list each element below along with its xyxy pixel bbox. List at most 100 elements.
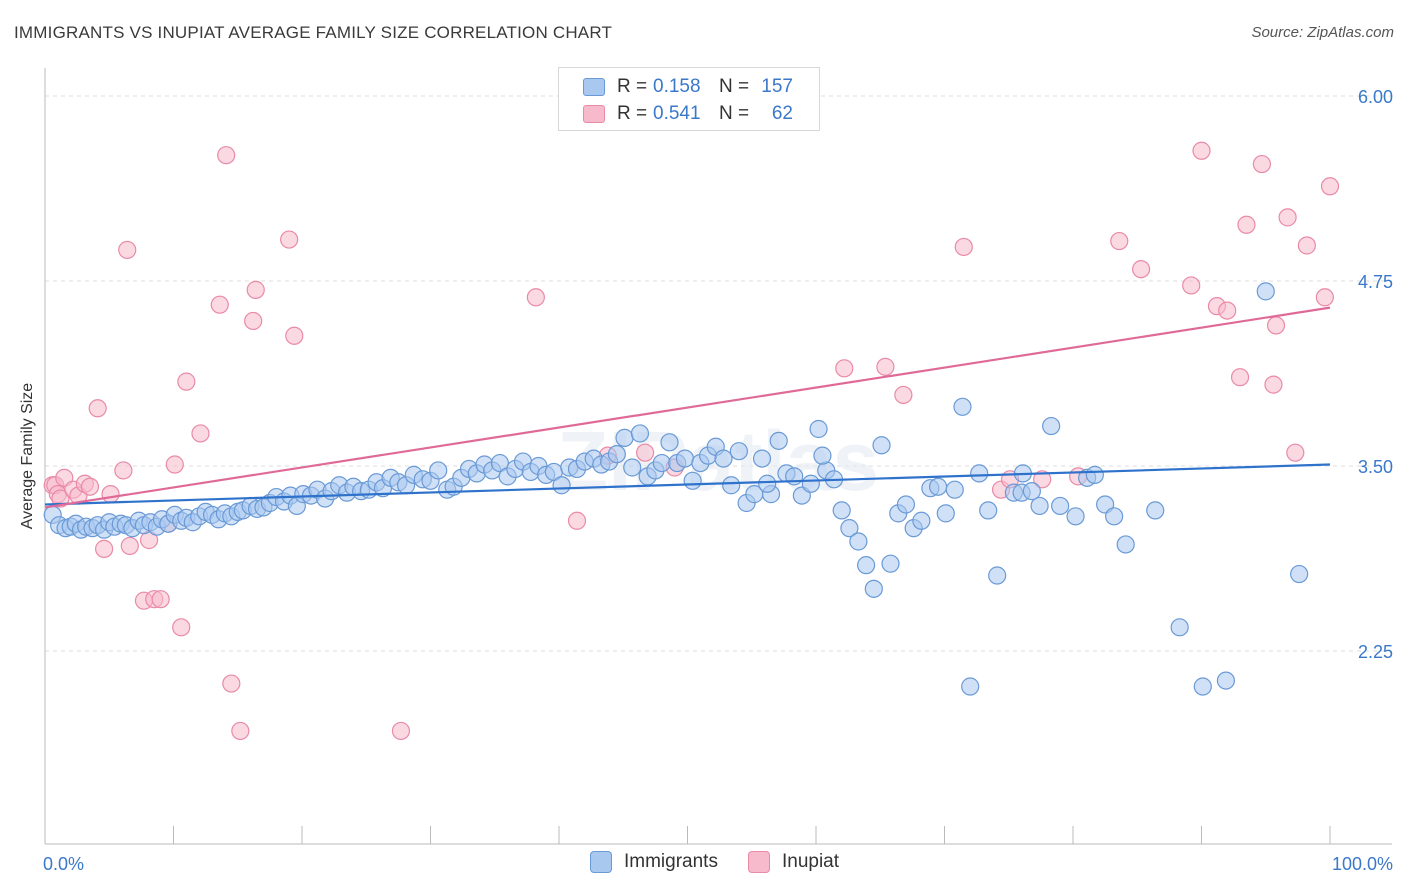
inupiat-point: [1266, 316, 1286, 335]
immigrants-point: [1170, 618, 1189, 637]
immigrants-point: [936, 504, 955, 523]
immigrants-point: [988, 566, 1007, 585]
y-tick-label: 6.00: [1358, 87, 1393, 107]
inupiat-swatch: [747, 851, 770, 873]
inupiat-point: [285, 326, 304, 345]
inupiat-point: [1297, 236, 1316, 255]
inupiat-point: [1237, 215, 1256, 234]
inupiat-point: [1192, 141, 1211, 160]
y-tick-label: 2.25: [1358, 642, 1393, 662]
r-label: R =: [617, 103, 648, 124]
r-value: 0.541: [653, 103, 701, 124]
immigrants-point: [552, 476, 571, 495]
inupiat-point: [172, 618, 191, 637]
inupiat-point: [1218, 301, 1237, 320]
immigrants-point: [729, 442, 749, 461]
inupiat-point: [222, 674, 241, 693]
axes: [44, 68, 1392, 845]
n-label: N =: [719, 103, 750, 124]
immigrants-point: [864, 579, 883, 598]
inupiat-point: [1230, 368, 1250, 387]
immigrants-point: [1146, 501, 1165, 520]
inupiat-point: [151, 590, 170, 609]
tick-labels: 6.00 4.75 3.50 2.25 0.0% 100.0%: [43, 87, 1393, 874]
y-tick-label: 3.50: [1358, 457, 1393, 477]
chart-title: IMMIGRANTS VS INUPIAT AVERAGE FAMILY SIZ…: [14, 23, 613, 42]
gridlines: [45, 95, 1392, 652]
immigrants-point: [722, 476, 741, 495]
immigrants-point: [1085, 465, 1104, 484]
immigrants-point: [607, 445, 626, 464]
legend-row-immigrants: R = 0.158 N = 157: [583, 75, 793, 99]
immigrants-point: [857, 556, 876, 575]
inupiat-point: [1182, 276, 1201, 295]
inupiat-point: [567, 511, 587, 530]
inupiat-point: [1315, 288, 1334, 307]
immigrants-point: [752, 449, 772, 468]
inupiat-point: [231, 721, 250, 741]
inupiat-point: [1264, 375, 1283, 394]
inupiat-point: [114, 461, 133, 480]
immigrants-points: [43, 282, 1309, 696]
immigrants-point: [928, 477, 948, 496]
inupiat-trend-line: [44, 306, 1331, 509]
immigrants-point: [881, 554, 900, 573]
series-legend: Immigrants Inupiat: [590, 851, 869, 873]
n-label: N =: [719, 76, 750, 97]
inupiat-point: [191, 424, 210, 443]
immigrants-trend-line: [44, 463, 1331, 506]
immigrants-point: [970, 464, 989, 483]
immigrants-point: [1051, 496, 1070, 516]
immigrants-point: [1066, 507, 1085, 526]
immigrants-point: [979, 501, 998, 520]
inupiat-point: [835, 359, 854, 378]
x-tick-label: 100.0%: [1332, 854, 1393, 874]
inupiat-point: [177, 372, 196, 391]
immigrants-point: [714, 449, 733, 468]
immigrants-point: [1030, 496, 1049, 516]
immigrants-point: [945, 480, 964, 499]
inupiat-point: [1252, 154, 1271, 174]
immigrants-point: [961, 677, 980, 696]
immigrants-point: [896, 495, 916, 514]
legend-item-immigrants: Immigrants: [590, 851, 718, 873]
immigrants-point: [652, 453, 671, 473]
inupiat-point: [894, 385, 913, 405]
inupiat-point: [1110, 231, 1129, 251]
inupiat-point: [1320, 177, 1340, 196]
immigrants-point: [429, 461, 448, 480]
x-tick-label: 0.0%: [43, 854, 84, 874]
legend-label-inupiat: Inupiat: [781, 851, 840, 872]
inupiat-point: [876, 357, 895, 376]
immigrants-point: [813, 446, 832, 465]
immigrants-point: [758, 474, 777, 493]
inupiat-point: [244, 311, 263, 331]
immigrants-point: [1042, 416, 1061, 436]
inupiat-swatch: [583, 105, 605, 123]
immigrants-swatch: [583, 78, 605, 96]
n-value: 157: [761, 76, 793, 97]
inupiat-point: [120, 536, 139, 556]
legend-row-inupiat: R = 0.541 N = 62: [583, 102, 793, 126]
immigrants-point: [1022, 482, 1041, 501]
inupiat-point: [1132, 260, 1151, 279]
immigrants-point: [1193, 677, 1212, 696]
immigrants-point: [1290, 564, 1309, 584]
immigrants-point: [623, 458, 642, 477]
immigrants-point: [683, 471, 702, 490]
inupiat-point: [526, 288, 545, 307]
immigrants-swatch: [590, 851, 612, 873]
inupiat-point: [1033, 470, 1052, 489]
inupiat-point: [165, 455, 184, 474]
immigrants-point: [615, 428, 634, 447]
inupiat-point: [118, 240, 137, 260]
immigrants-point: [1216, 671, 1236, 690]
correlation-legend: R = 0.158 N = 157 R = 0.541 N = 62: [558, 67, 820, 131]
immigrants-point: [1116, 535, 1135, 554]
immigrants-point: [849, 532, 868, 551]
immigrants-point: [801, 474, 820, 493]
inupiat-point: [954, 237, 973, 257]
n-value: 62: [771, 103, 793, 124]
inupiat-point: [101, 485, 120, 504]
